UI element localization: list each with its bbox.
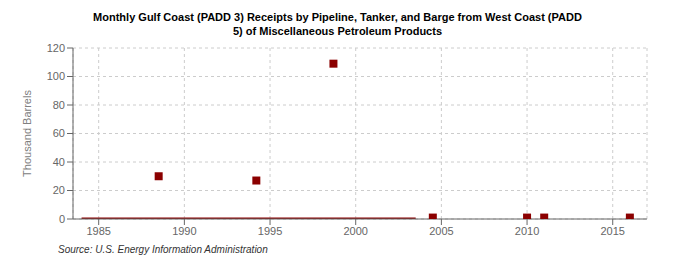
html-text:5) of Miscellaneous Petroleum: 5) of Miscellaneous Petroleum Products: [233, 25, 442, 37]
svg-text:1995: 1995: [258, 225, 282, 237]
svg-text:2010: 2010: [515, 225, 539, 237]
svg-text:60: 60: [53, 127, 65, 139]
svg-text:2000: 2000: [343, 225, 367, 237]
svg-text:120: 120: [47, 42, 65, 54]
svg-text:80: 80: [53, 99, 65, 111]
html-text:Monthly Gulf Coast (PADD 3) Re: Monthly Gulf Coast (PADD 3) Receipts by …: [93, 11, 582, 23]
svg-text:2005: 2005: [429, 225, 453, 237]
svg-text:1990: 1990: [172, 225, 196, 237]
svg-text:40: 40: [53, 156, 65, 168]
svg-text:0: 0: [59, 213, 65, 225]
svg-text:100: 100: [47, 70, 65, 82]
svg-text:Thousand Barrels: Thousand Barrels: [21, 90, 33, 177]
svg-text:1985: 1985: [86, 225, 110, 237]
svg-text:20: 20: [53, 184, 65, 196]
html-text:Source: U.S. Energy Informatio: Source: U.S. Energy Information Administ…: [58, 244, 268, 255]
svg-text:2015: 2015: [600, 225, 624, 237]
